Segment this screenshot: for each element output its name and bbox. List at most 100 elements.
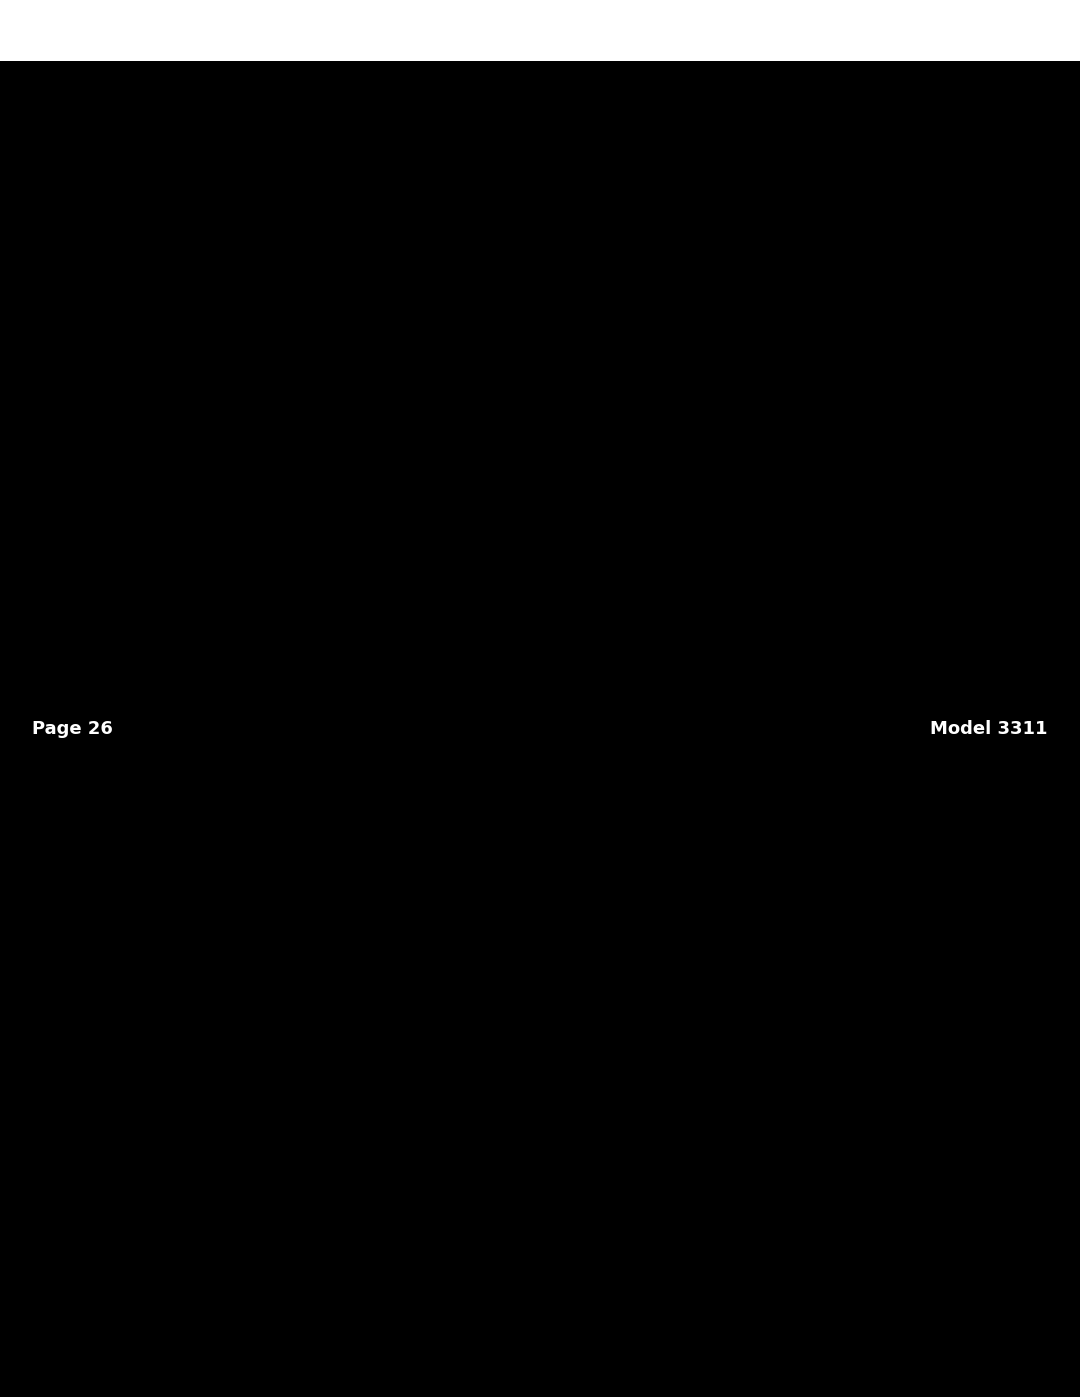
Text: W0572068: W0572068 bbox=[91, 88, 144, 99]
Text: Page 26: Page 26 bbox=[32, 721, 113, 738]
Text: 4: 4 bbox=[194, 499, 199, 504]
Text: 11: 11 bbox=[555, 218, 563, 224]
Circle shape bbox=[186, 981, 207, 1002]
Bar bbox=[418, 735, 440, 767]
Text: 35: 35 bbox=[539, 78, 552, 88]
Bar bbox=[491, 683, 514, 715]
Circle shape bbox=[411, 982, 419, 989]
Circle shape bbox=[370, 278, 390, 298]
Bar bbox=[63, 77, 295, 182]
Text: POWER CORD: POWER CORD bbox=[459, 1166, 463, 1210]
Text: HIGH PRESSURE: HIGH PRESSURE bbox=[156, 156, 235, 166]
Text: WIRES TO FAN: WIRES TO FAN bbox=[680, 1165, 686, 1210]
Text: W0570045: W0570045 bbox=[91, 99, 144, 110]
Text: 18: 18 bbox=[786, 326, 794, 331]
Text: POWER CORD: POWER CORD bbox=[156, 88, 225, 99]
Text: 42: 42 bbox=[64, 77, 77, 88]
Text: 9: 9 bbox=[903, 326, 907, 331]
Text: WIRES TO COMPRESSOR: WIRES TO COMPRESSOR bbox=[595, 1134, 600, 1210]
Text: LIGHT SOCKET: LIGHT SOCKET bbox=[156, 110, 227, 122]
Circle shape bbox=[248, 974, 282, 1009]
Text: 10: 10 bbox=[428, 218, 435, 224]
Circle shape bbox=[431, 1034, 438, 1042]
Bar bbox=[376, 961, 474, 1058]
Text: 39: 39 bbox=[539, 130, 552, 140]
Text: 6: 6 bbox=[903, 989, 907, 993]
Bar bbox=[418, 785, 440, 817]
Bar bbox=[581, 1037, 653, 1134]
Text: 36: 36 bbox=[539, 91, 552, 101]
Circle shape bbox=[186, 317, 207, 339]
Text: ITEM: ITEM bbox=[537, 169, 565, 179]
Circle shape bbox=[411, 1034, 419, 1042]
Circle shape bbox=[779, 592, 800, 615]
Bar bbox=[455, 735, 477, 767]
Text: 48: 48 bbox=[64, 134, 77, 144]
Bar bbox=[491, 837, 514, 869]
Circle shape bbox=[431, 1007, 438, 1016]
Circle shape bbox=[186, 490, 207, 513]
Circle shape bbox=[417, 278, 437, 298]
Circle shape bbox=[177, 983, 192, 999]
Text: W0570603: W0570603 bbox=[567, 142, 620, 152]
Circle shape bbox=[549, 210, 570, 232]
Bar bbox=[337, 288, 384, 379]
Text: WIRES TO MERCURY
SWITCH: WIRES TO MERCURY SWITCH bbox=[433, 1148, 444, 1210]
Circle shape bbox=[651, 317, 673, 339]
Text: 15: 15 bbox=[555, 601, 563, 606]
Text: 3: 3 bbox=[194, 724, 199, 728]
Circle shape bbox=[651, 950, 673, 971]
Circle shape bbox=[480, 1123, 489, 1134]
Circle shape bbox=[894, 981, 916, 1002]
Text: 47: 47 bbox=[64, 122, 77, 133]
Text: M: M bbox=[247, 1125, 254, 1133]
Text: RUN CAPACITOR: RUN CAPACITOR bbox=[638, 155, 717, 165]
Bar bbox=[555, 492, 606, 542]
Circle shape bbox=[894, 715, 916, 736]
Circle shape bbox=[453, 1123, 462, 1134]
Text: 45: 45 bbox=[64, 99, 77, 110]
Text: Wiring Diagram: Wiring Diagram bbox=[45, 1390, 302, 1397]
Text: W0570638: W0570638 bbox=[567, 91, 620, 101]
Text: 16: 16 bbox=[786, 601, 794, 606]
Text: W0570044: W0570044 bbox=[91, 110, 144, 122]
Circle shape bbox=[591, 879, 613, 900]
Circle shape bbox=[511, 278, 531, 298]
Text: DESCRIPTION: DESCRIPTION bbox=[183, 169, 261, 179]
Circle shape bbox=[373, 1123, 382, 1134]
Bar bbox=[397, 288, 444, 379]
Text: W0572192: W0572192 bbox=[91, 77, 145, 88]
Text: 41: 41 bbox=[539, 155, 552, 165]
Circle shape bbox=[558, 278, 578, 298]
Text: W0570235: W0570235 bbox=[567, 130, 620, 140]
Circle shape bbox=[507, 1123, 516, 1134]
Bar bbox=[455, 785, 477, 817]
Text: 5: 5 bbox=[194, 326, 199, 331]
Bar bbox=[410, 665, 534, 879]
Text: LOW MIX SUB-ASSY: LOW MIX SUB-ASSY bbox=[156, 77, 251, 88]
Text: 8: 8 bbox=[903, 499, 907, 504]
Circle shape bbox=[464, 278, 484, 298]
Bar bbox=[455, 683, 477, 715]
Text: 40: 40 bbox=[539, 142, 552, 152]
Text: MIX LOW ASSEMBLY: MIX LOW ASSEMBLY bbox=[411, 1148, 417, 1210]
Text: 17: 17 bbox=[658, 326, 665, 331]
Circle shape bbox=[534, 1123, 543, 1134]
Text: Model 3311: Model 3311 bbox=[930, 721, 1048, 738]
Circle shape bbox=[297, 914, 313, 929]
Bar bbox=[278, 288, 325, 379]
Text: WIRES TO DRIVE
MOTOR: WIRES TO DRIVE MOTOR bbox=[383, 1158, 394, 1210]
Text: START CAPACITOR: START CAPACITOR bbox=[638, 142, 726, 152]
Text: SPINNER WIRES: SPINNER WIRES bbox=[915, 481, 920, 522]
Text: PART NUMBER: PART NUMBER bbox=[555, 169, 639, 179]
Bar bbox=[846, 940, 901, 1042]
Circle shape bbox=[420, 210, 443, 232]
Bar bbox=[538, 77, 775, 182]
Circle shape bbox=[186, 1158, 207, 1180]
Bar bbox=[455, 837, 477, 869]
Text: CUT-OUT SWITCH: CUT-OUT SWITCH bbox=[156, 145, 240, 155]
Text: FLORESCENT LIGHT BULB: FLORESCENT LIGHT BULB bbox=[156, 122, 281, 133]
Text: HIGH PRESSURE
CUT-OUT
SWITCH: HIGH PRESSURE CUT-OUT SWITCH bbox=[853, 982, 893, 999]
Text: TERMINAL BLOCK: TERMINAL BLOCK bbox=[638, 130, 724, 140]
Text: INDICATOR LIGHT: INDICATOR LIGHT bbox=[638, 78, 724, 88]
